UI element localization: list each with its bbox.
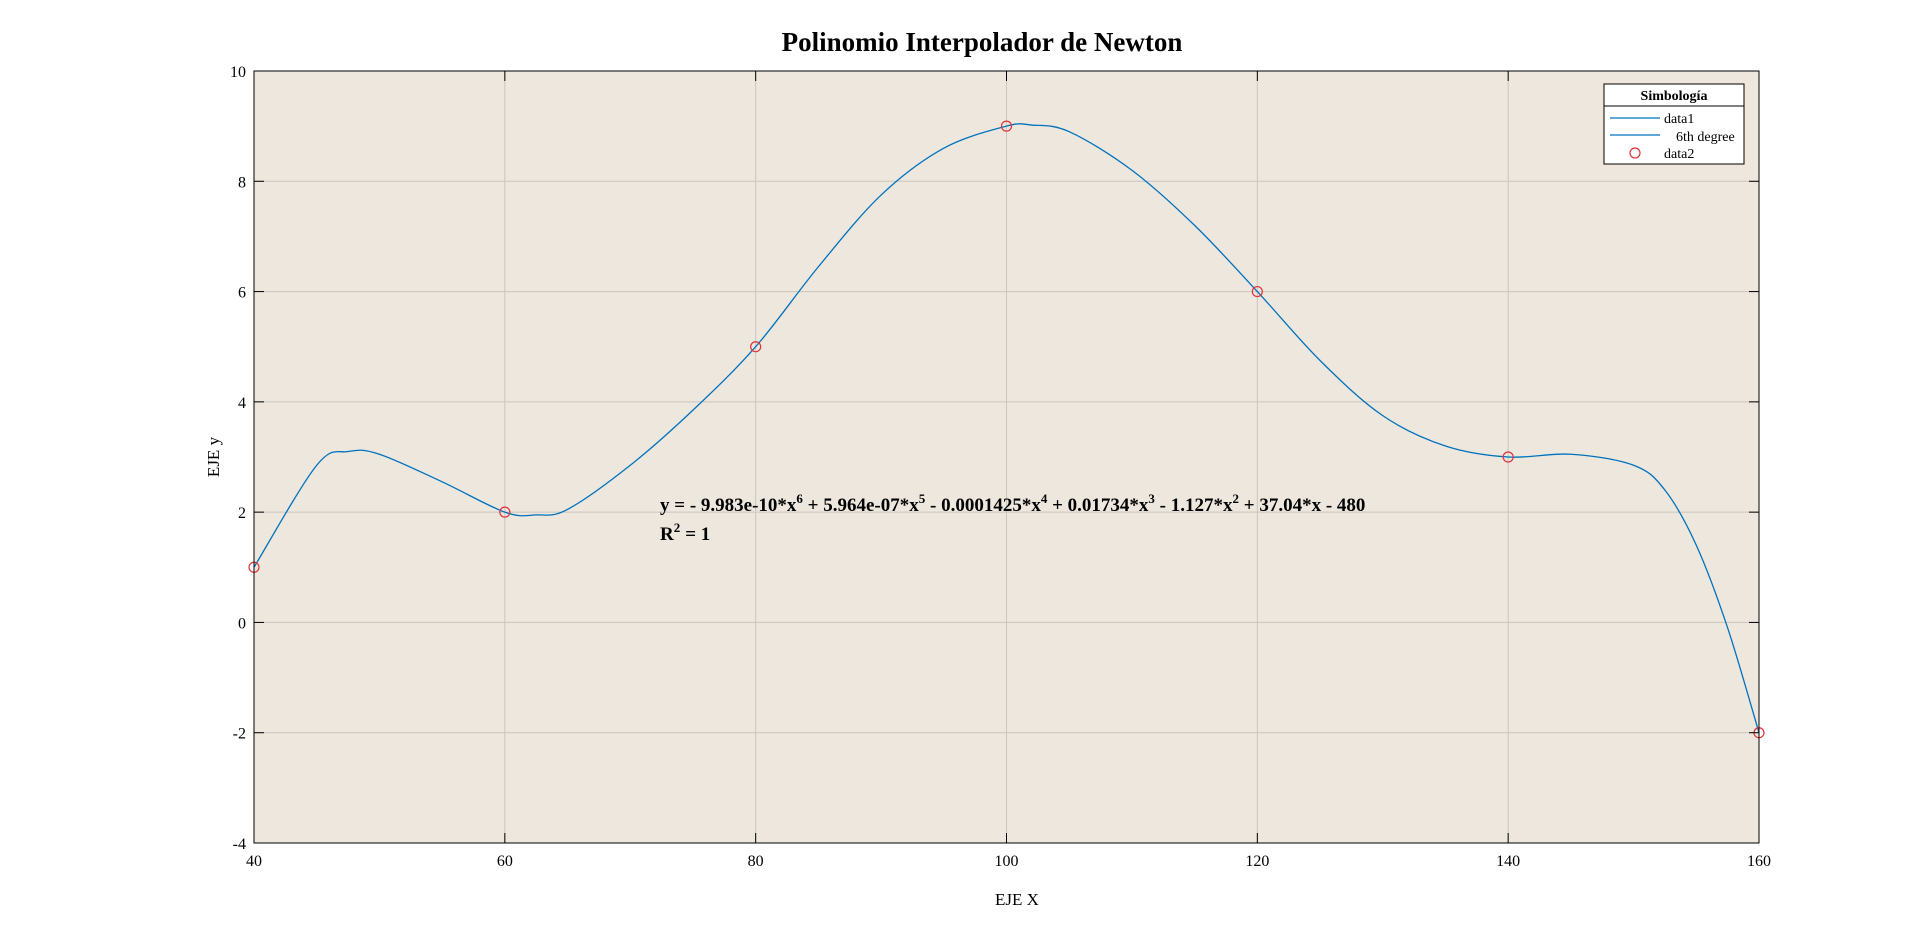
curve-layer [253, 123, 1760, 733]
x-axis-label: EJE X [995, 890, 1039, 909]
y-tick-label: -4 [233, 836, 246, 853]
eq-exp4: 4 [1041, 491, 1048, 506]
data-point [499, 506, 511, 518]
legend-swatch-data2 [1629, 147, 1641, 159]
r2-exp: 2 [674, 520, 681, 535]
y-tick-label: 0 [238, 615, 246, 632]
eq-exp6: 6 [796, 491, 803, 506]
tick-marks [253, 70, 1760, 844]
y-tick-label: 2 [238, 505, 246, 522]
x-tick-label: 40 [246, 853, 262, 870]
legend-title: Simbología [1641, 89, 1708, 104]
eq-exp2: 2 [1233, 491, 1240, 506]
r2-r: R [660, 524, 674, 545]
x-tick-label: 120 [1245, 853, 1269, 870]
legend-label-data1: data1 [1664, 112, 1694, 127]
legend-label-data2: data2 [1664, 147, 1694, 162]
eq-equals: = [674, 495, 685, 516]
eq-term4: - 0.0001425*x [930, 495, 1041, 516]
x-tick-label: 160 [1747, 853, 1771, 870]
data-point [1251, 285, 1263, 298]
eq-y: y [660, 495, 670, 516]
data-point [1000, 120, 1013, 132]
legend-label-6th-degree: 6th degree [1676, 130, 1735, 145]
legend-box [1603, 83, 1745, 165]
legend: Simbología data1 6th degree data2 [1603, 83, 1745, 165]
y-axis-label: EJE y [204, 436, 223, 477]
x-tick-labels: 40 60 80 100 120 140 160 [246, 853, 1771, 870]
data-point [1502, 451, 1514, 463]
y-tick-label: 10 [230, 64, 246, 81]
eq-term3: + 0.01734*x [1052, 495, 1149, 516]
x-tick-label: 80 [748, 853, 764, 870]
eq-term1: + 37.04*x - 480 [1244, 495, 1366, 516]
y-tick-label: -2 [233, 726, 246, 743]
y-tick-labels: -4 -2 0 2 4 6 8 10 [230, 64, 246, 853]
eq-exp3: 3 [1148, 491, 1155, 506]
eq-exp5: 5 [919, 491, 926, 506]
chart-title: Polinomio Interpolador de Newton [782, 27, 1183, 57]
series-line-6th-degree [253, 123, 1760, 733]
r2-rest: = 1 [685, 524, 710, 545]
y-tick-label: 6 [238, 285, 246, 302]
y-tick-label: 4 [238, 395, 246, 412]
y-tick-label: 8 [238, 174, 246, 191]
eq-term5: + 5.964e-07*x [808, 495, 920, 516]
x-tick-label: 100 [995, 853, 1019, 870]
x-tick-label: 140 [1496, 853, 1520, 870]
equation-annotation: y = - 9.983e-10*x6 + 5.964e-07*x5 - 0.00… [660, 487, 1365, 516]
data-point [750, 341, 762, 353]
r2-annotation: R2 = 1 [660, 520, 710, 545]
eq-term2: - 1.127*x [1160, 495, 1233, 516]
x-tick-label: 60 [497, 853, 513, 870]
eq-term6: - 9.983e-10*x [690, 495, 797, 516]
